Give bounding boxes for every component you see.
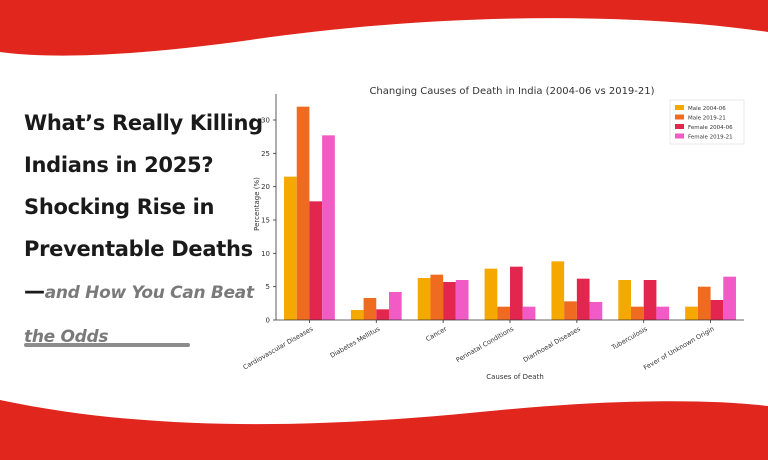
bar [363, 298, 377, 320]
bar [656, 306, 670, 320]
bar [576, 278, 590, 320]
bar [589, 302, 603, 320]
bar [430, 274, 444, 320]
bar [551, 261, 565, 320]
x-tick-label: Diarrhoeal Diseases [522, 325, 583, 365]
headline-subtitle: and How You Can Beat the Odds [24, 283, 254, 347]
x-tick-label: Tuberculosis [609, 324, 649, 352]
x-tick-label: Cardiovascular Diseases [242, 325, 315, 372]
bar [510, 266, 523, 320]
headline-underline [24, 343, 190, 347]
legend-swatch [675, 133, 684, 139]
top-red-wave [0, 0, 768, 56]
bar [484, 268, 498, 320]
legend-swatch [675, 124, 684, 129]
y-tick-label: 20 [261, 183, 270, 191]
bar [618, 280, 632, 320]
bar [388, 292, 402, 320]
chart-title: Changing Causes of Death in India (2004-… [369, 86, 654, 97]
headline-main: What’s Really Killing Indians in 2025? S… [24, 111, 263, 303]
bar [697, 286, 711, 320]
legend-label: Female 2019-21 [688, 135, 733, 141]
x-tick-label: Diabetes Mellitus [329, 324, 382, 359]
bar [417, 278, 431, 320]
bottom-red-wave [0, 400, 768, 460]
bar [455, 280, 469, 320]
legend-swatch [675, 105, 684, 110]
y-tick-label: 5 [266, 283, 270, 291]
bar [564, 301, 577, 320]
x-tick-label: Cancer [424, 325, 448, 344]
y-tick-label: 15 [261, 217, 270, 225]
bar [376, 309, 389, 320]
bar [309, 201, 323, 320]
bar [631, 306, 644, 320]
x-tick-label: Perinatal Conditions [455, 324, 516, 364]
chart-legend: Male 2004-06 Male 2019-21 Female 2004-06 Fe… [669, 99, 745, 145]
plot-area: 0 5 10 15 20 25 30 Cardiovascular Diseases Diabe… [242, 94, 744, 372]
y-axis-label: Percentage (%) [253, 177, 261, 231]
y-tick-label: 10 [261, 250, 270, 258]
legend-label: Female 2004-06 [688, 125, 733, 131]
bar [296, 106, 310, 320]
bar [322, 135, 335, 320]
x-axis-label: Causes of Death [486, 373, 544, 381]
bar [685, 306, 698, 320]
bar [710, 300, 724, 320]
bar [497, 306, 510, 320]
legend-swatch [675, 114, 684, 120]
bar [643, 280, 657, 320]
bar [350, 310, 364, 320]
y-tick-label: 25 [261, 150, 270, 158]
causes-of-death-bar-chart: Changing Causes of Death in India (2004-… [242, 86, 745, 381]
bar [443, 282, 456, 320]
bar [723, 276, 736, 320]
x-tick-label: Fever of Unknown Origin [642, 325, 715, 372]
y-tick-label: 0 [266, 317, 270, 325]
legend-label: Male 2019-21 [688, 116, 726, 122]
bar [522, 306, 536, 320]
legend-label: Male 2004-06 [688, 106, 726, 112]
y-tick-label: 30 [261, 117, 270, 125]
bar [284, 176, 297, 320]
article-headline: What’s Really Killing Indians in 2025? S… [24, 102, 264, 358]
